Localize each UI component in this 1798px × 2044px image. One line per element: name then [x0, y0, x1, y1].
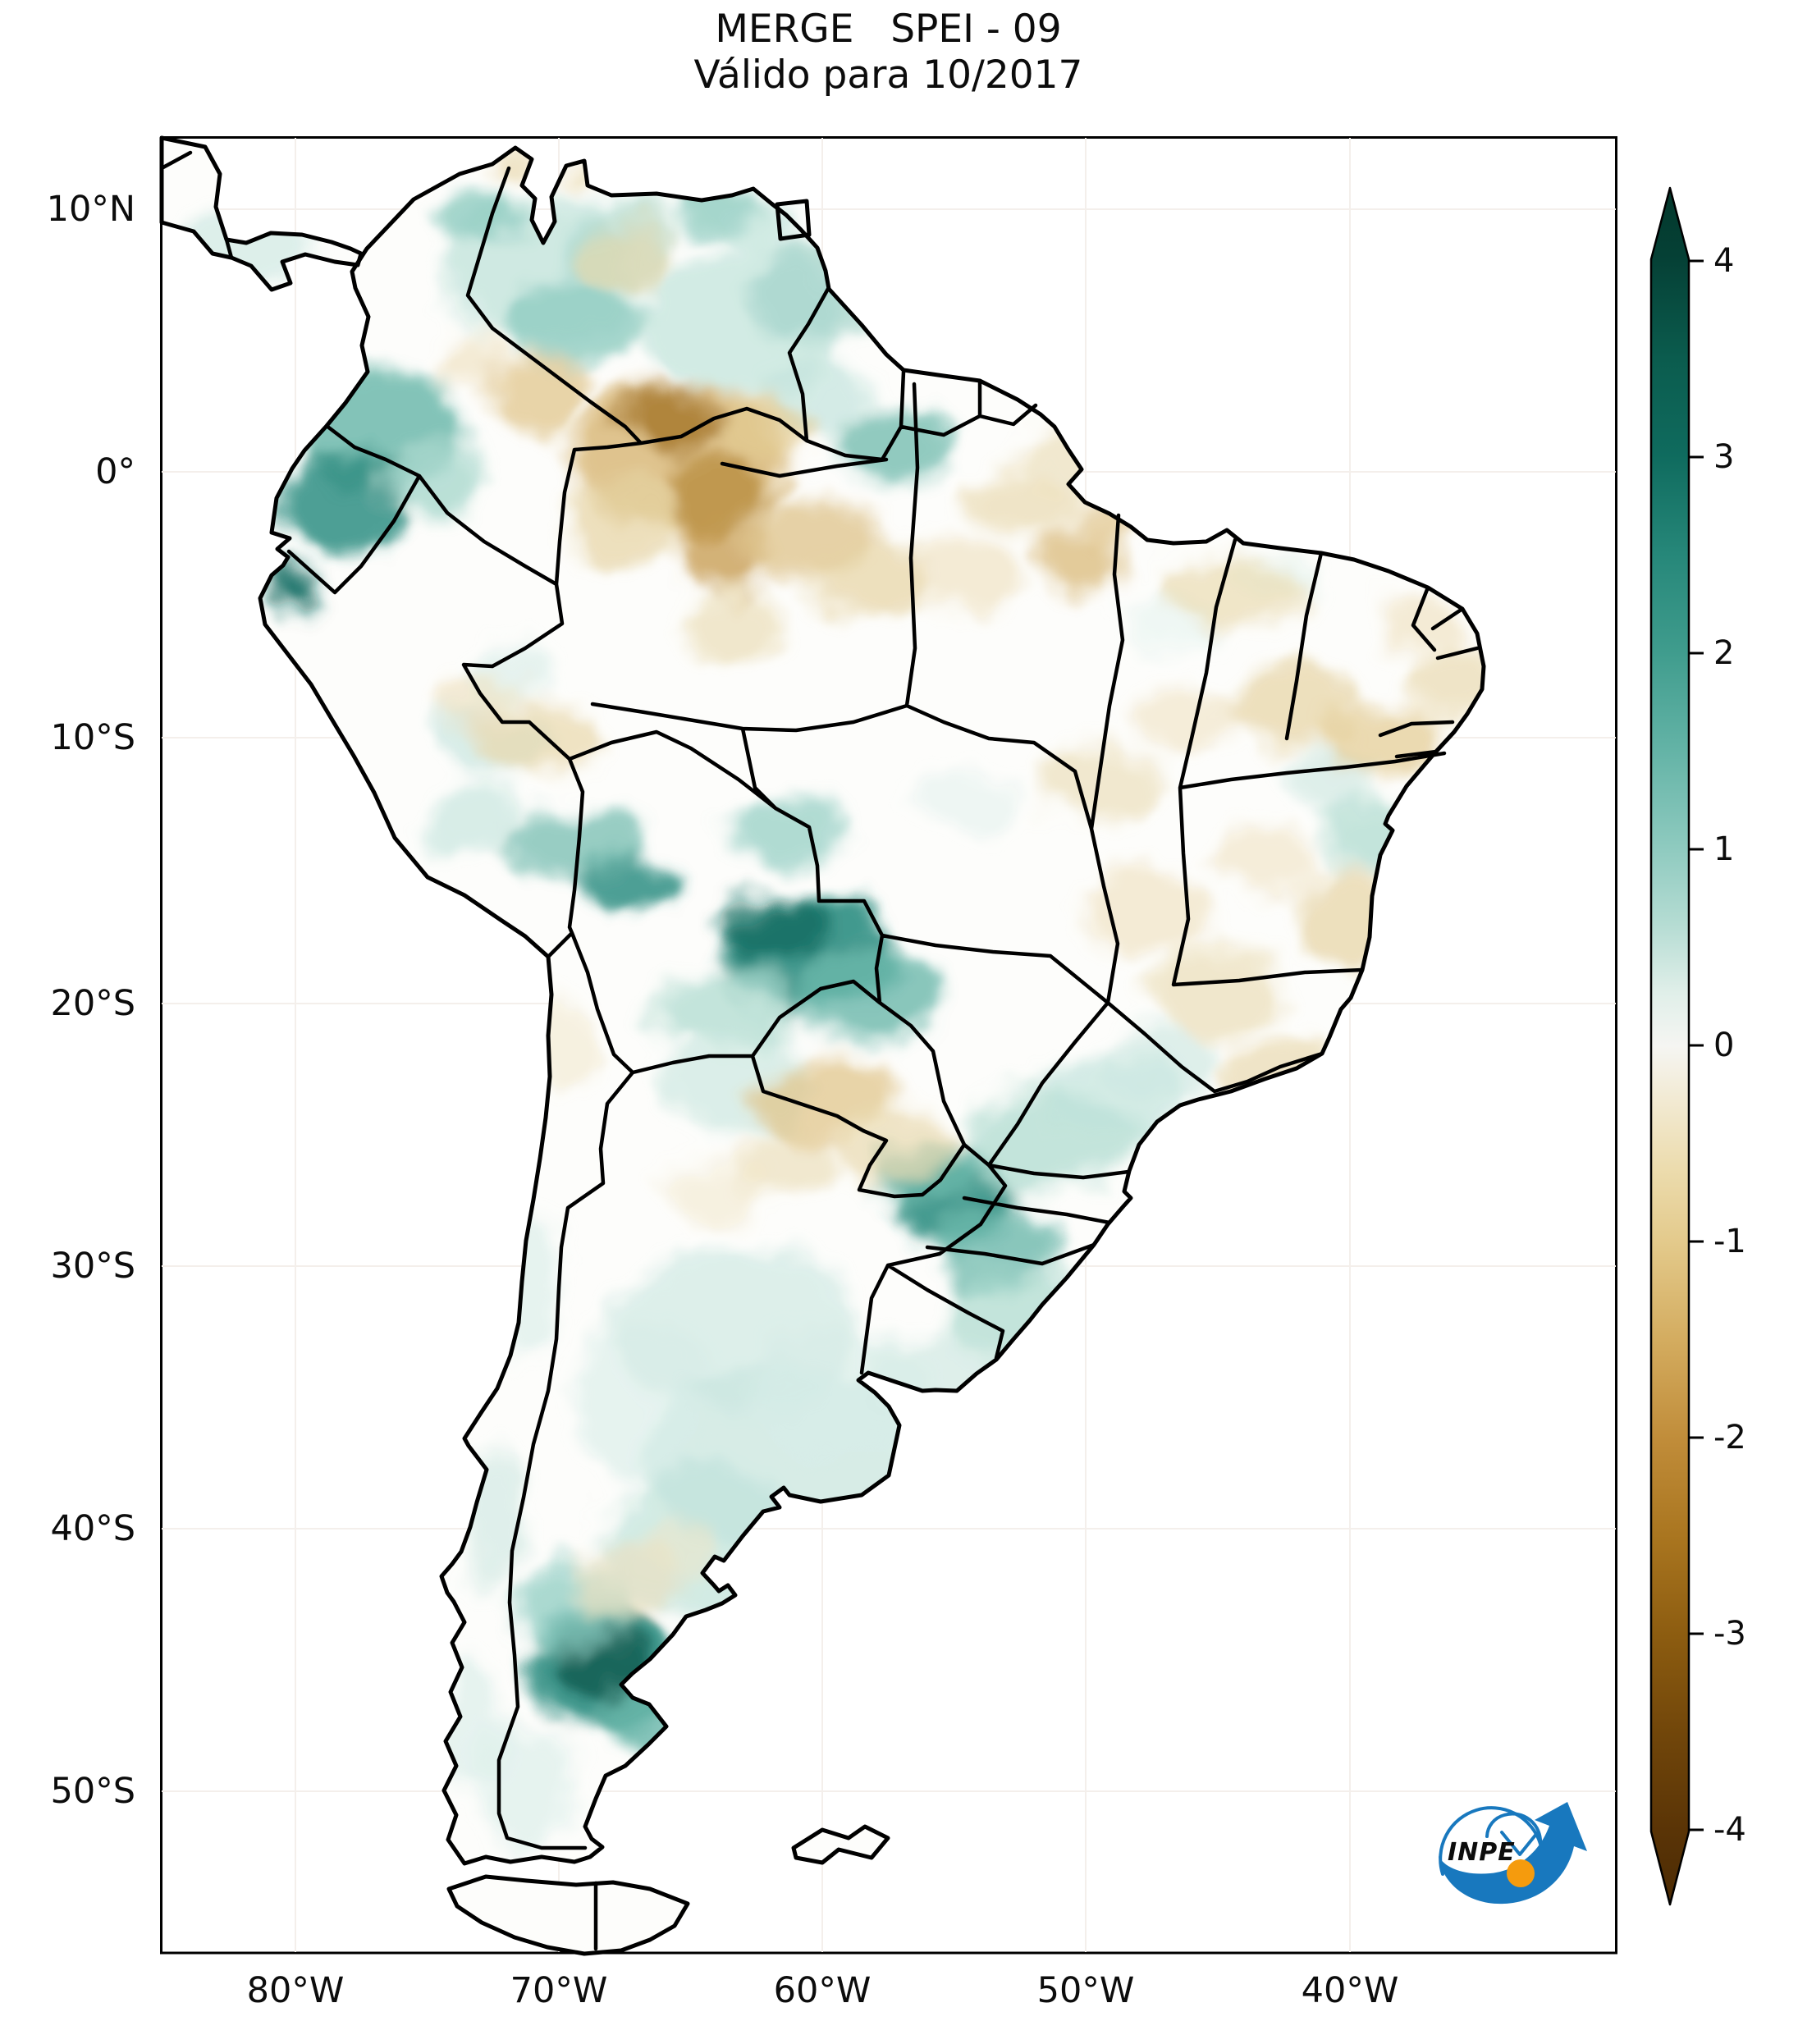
figure-subtitle: Válido para 10/2017: [693, 53, 1083, 98]
lon-tick-70w: 70°W: [510, 1970, 608, 2011]
cbar-tick-3: 3: [1713, 438, 1735, 476]
cbar-tick-m1: -1: [1713, 1223, 1746, 1260]
figure-title: MERGE SPEI - 09: [715, 7, 1062, 52]
cbar-tick-m2: -2: [1713, 1419, 1746, 1456]
lat-tick-20s: 20°S: [50, 983, 135, 1024]
inpe-logo-swoosh-arrow: [1439, 1802, 1587, 1905]
colorbar-ticks: [1689, 259, 1704, 1831]
lon-tick-60w: 60°W: [773, 1970, 872, 2011]
inpe-logo-label: INPE: [1448, 1838, 1516, 1867]
lat-tick-10n: 10°N: [46, 189, 135, 230]
cbar-tick-m3: -3: [1713, 1615, 1746, 1653]
lon-tick-40w: 40°W: [1301, 1970, 1399, 2011]
cbar-tick-0: 0: [1713, 1027, 1735, 1064]
lat-tick-0: 0°: [95, 451, 135, 492]
colorbar-bar: [1649, 186, 1690, 1906]
cbar-tick-4: 4: [1713, 242, 1735, 280]
inpe-logo-orbit: [1439, 1806, 1543, 1876]
lon-tick-50w: 50°W: [1036, 1970, 1135, 2011]
lat-tick-50s: 50°S: [50, 1771, 135, 1812]
colorbar: [1649, 186, 1704, 1906]
lat-tick-40s: 40°S: [50, 1508, 135, 1549]
inpe-logo: [1439, 1802, 1587, 1905]
inpe-logo-sun: [1507, 1859, 1535, 1887]
lon-tick-80w: 80°W: [246, 1970, 345, 2011]
cbar-tick-m4: -4: [1713, 1811, 1746, 1849]
lat-tick-10s: 10°S: [50, 717, 135, 758]
cbar-tick-1: 1: [1713, 830, 1735, 868]
lat-tick-30s: 30°S: [50, 1246, 135, 1287]
cbar-tick-2: 2: [1713, 634, 1735, 672]
political-borders: [159, 150, 1480, 1951]
